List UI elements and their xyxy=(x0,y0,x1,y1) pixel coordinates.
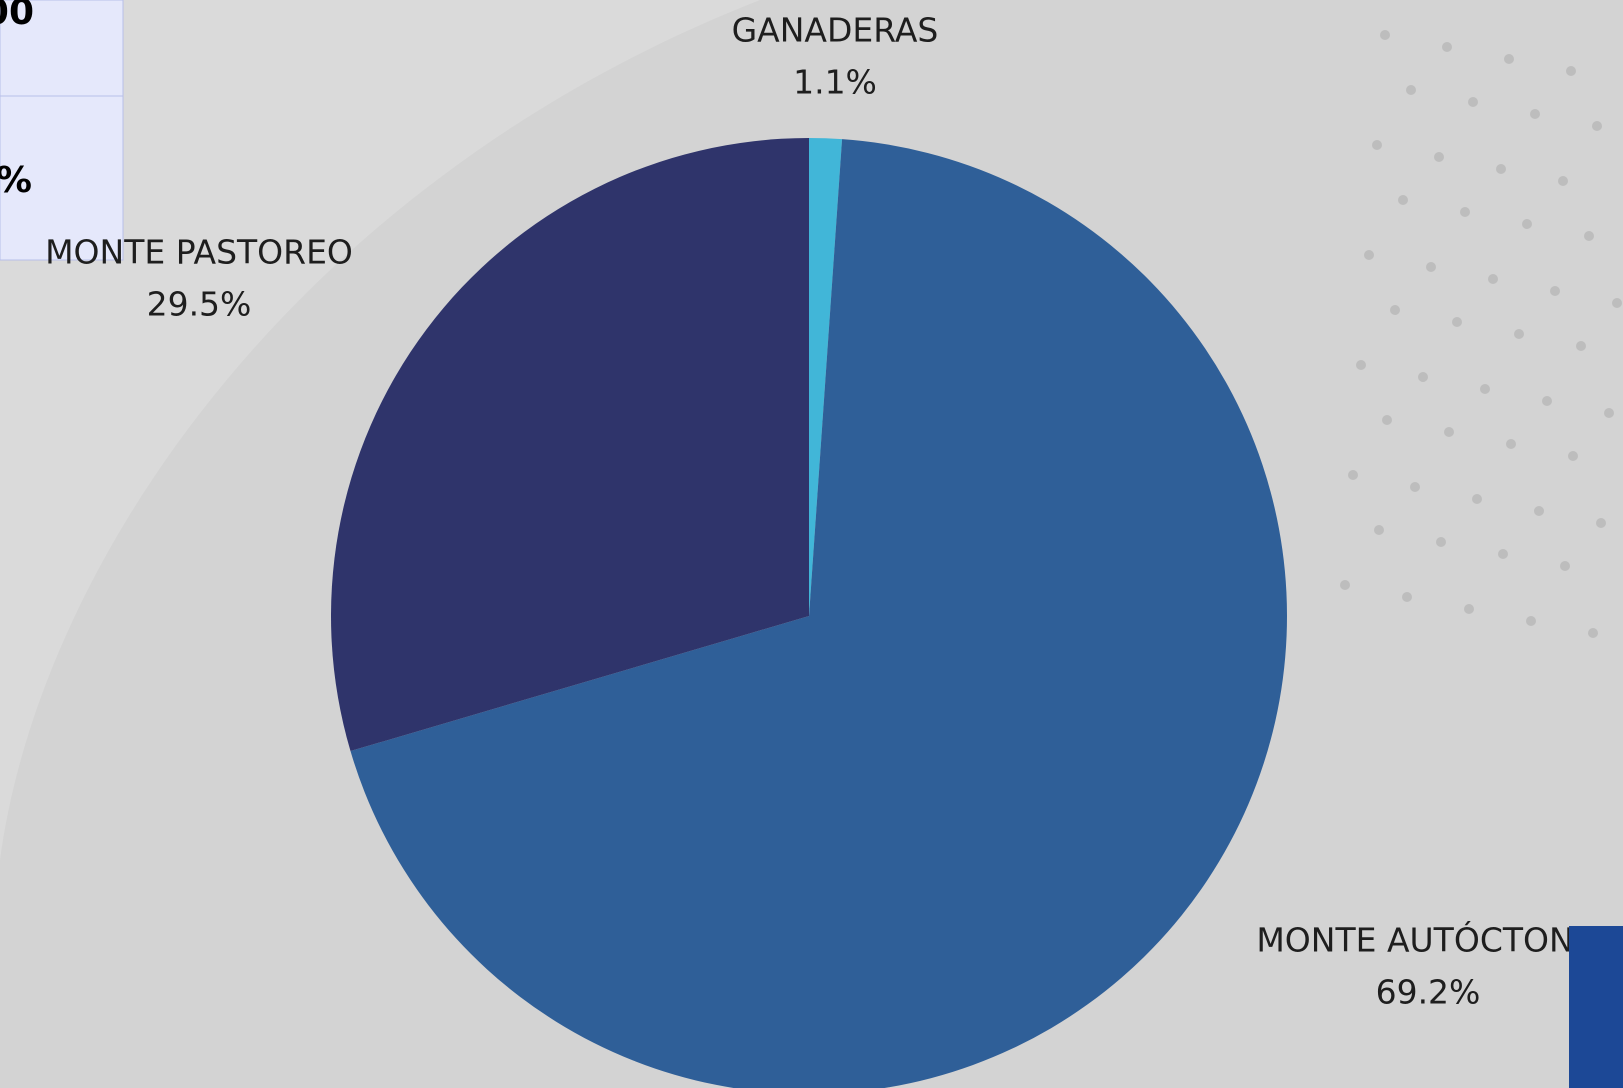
dot xyxy=(1380,30,1390,40)
dot xyxy=(1356,360,1366,370)
dot xyxy=(1364,250,1374,260)
dot xyxy=(1604,408,1614,418)
dot xyxy=(1418,372,1428,382)
pie-slice xyxy=(330,138,809,752)
dot xyxy=(1444,427,1454,437)
dot xyxy=(1374,525,1384,535)
dot xyxy=(1340,580,1350,590)
dot xyxy=(1496,164,1506,174)
slice-value: 29.5% xyxy=(147,285,252,324)
pie-slice xyxy=(809,138,843,616)
dot xyxy=(1522,219,1532,229)
dot xyxy=(1506,439,1516,449)
dot xyxy=(1514,329,1524,339)
dot xyxy=(1588,628,1598,638)
dot xyxy=(1542,396,1552,406)
dot xyxy=(1592,121,1602,131)
dot xyxy=(1410,482,1420,492)
dot xyxy=(1612,298,1622,308)
dot xyxy=(1576,341,1586,351)
dot xyxy=(1488,274,1498,284)
dot xyxy=(1398,195,1408,205)
slice-value: 1.1% xyxy=(793,63,877,102)
dot xyxy=(1534,506,1544,516)
panel-cell: % xyxy=(0,160,32,201)
panel-cell: 00 xyxy=(0,0,34,33)
slice-label: GANADERAS xyxy=(732,11,939,50)
pie-labels: GANADERAS 1.1% MONTE AUTÓCTONO 69.2% MONTE P… xyxy=(45,11,1600,1012)
dot xyxy=(1504,54,1514,64)
side-panel xyxy=(0,0,124,261)
dot xyxy=(1442,42,1452,52)
dot xyxy=(1464,604,1474,614)
dot xyxy=(1402,592,1412,602)
dot xyxy=(1498,549,1508,559)
background-arc xyxy=(0,0,760,860)
dot xyxy=(1530,109,1540,119)
dot xyxy=(1550,286,1560,296)
corner-block xyxy=(1569,926,1623,1088)
pie xyxy=(330,138,1287,1088)
dot xyxy=(1452,317,1462,327)
dot xyxy=(1558,176,1568,186)
dot xyxy=(1468,97,1478,107)
dot-decoration xyxy=(1340,30,1622,638)
dot xyxy=(1526,616,1536,626)
dot xyxy=(1460,207,1470,217)
dot xyxy=(1406,85,1416,95)
dot xyxy=(1596,518,1606,528)
dot xyxy=(1566,66,1576,76)
dot xyxy=(1480,384,1490,394)
dot xyxy=(1348,470,1358,480)
dot xyxy=(1382,415,1392,425)
dot xyxy=(1584,231,1594,241)
dot xyxy=(1436,537,1446,547)
pie-slice xyxy=(350,139,1287,1088)
slice-label: MONTE AUTÓCTONO xyxy=(1256,920,1599,960)
dot xyxy=(1434,152,1444,162)
dot xyxy=(1472,494,1482,504)
dot xyxy=(1568,451,1578,461)
slice-value: 69.2% xyxy=(1376,973,1481,1012)
slice-label: MONTE PASTOREO xyxy=(45,233,353,272)
dot xyxy=(1390,305,1400,315)
dot xyxy=(1372,140,1382,150)
dot xyxy=(1560,561,1570,571)
dot xyxy=(1426,262,1436,272)
